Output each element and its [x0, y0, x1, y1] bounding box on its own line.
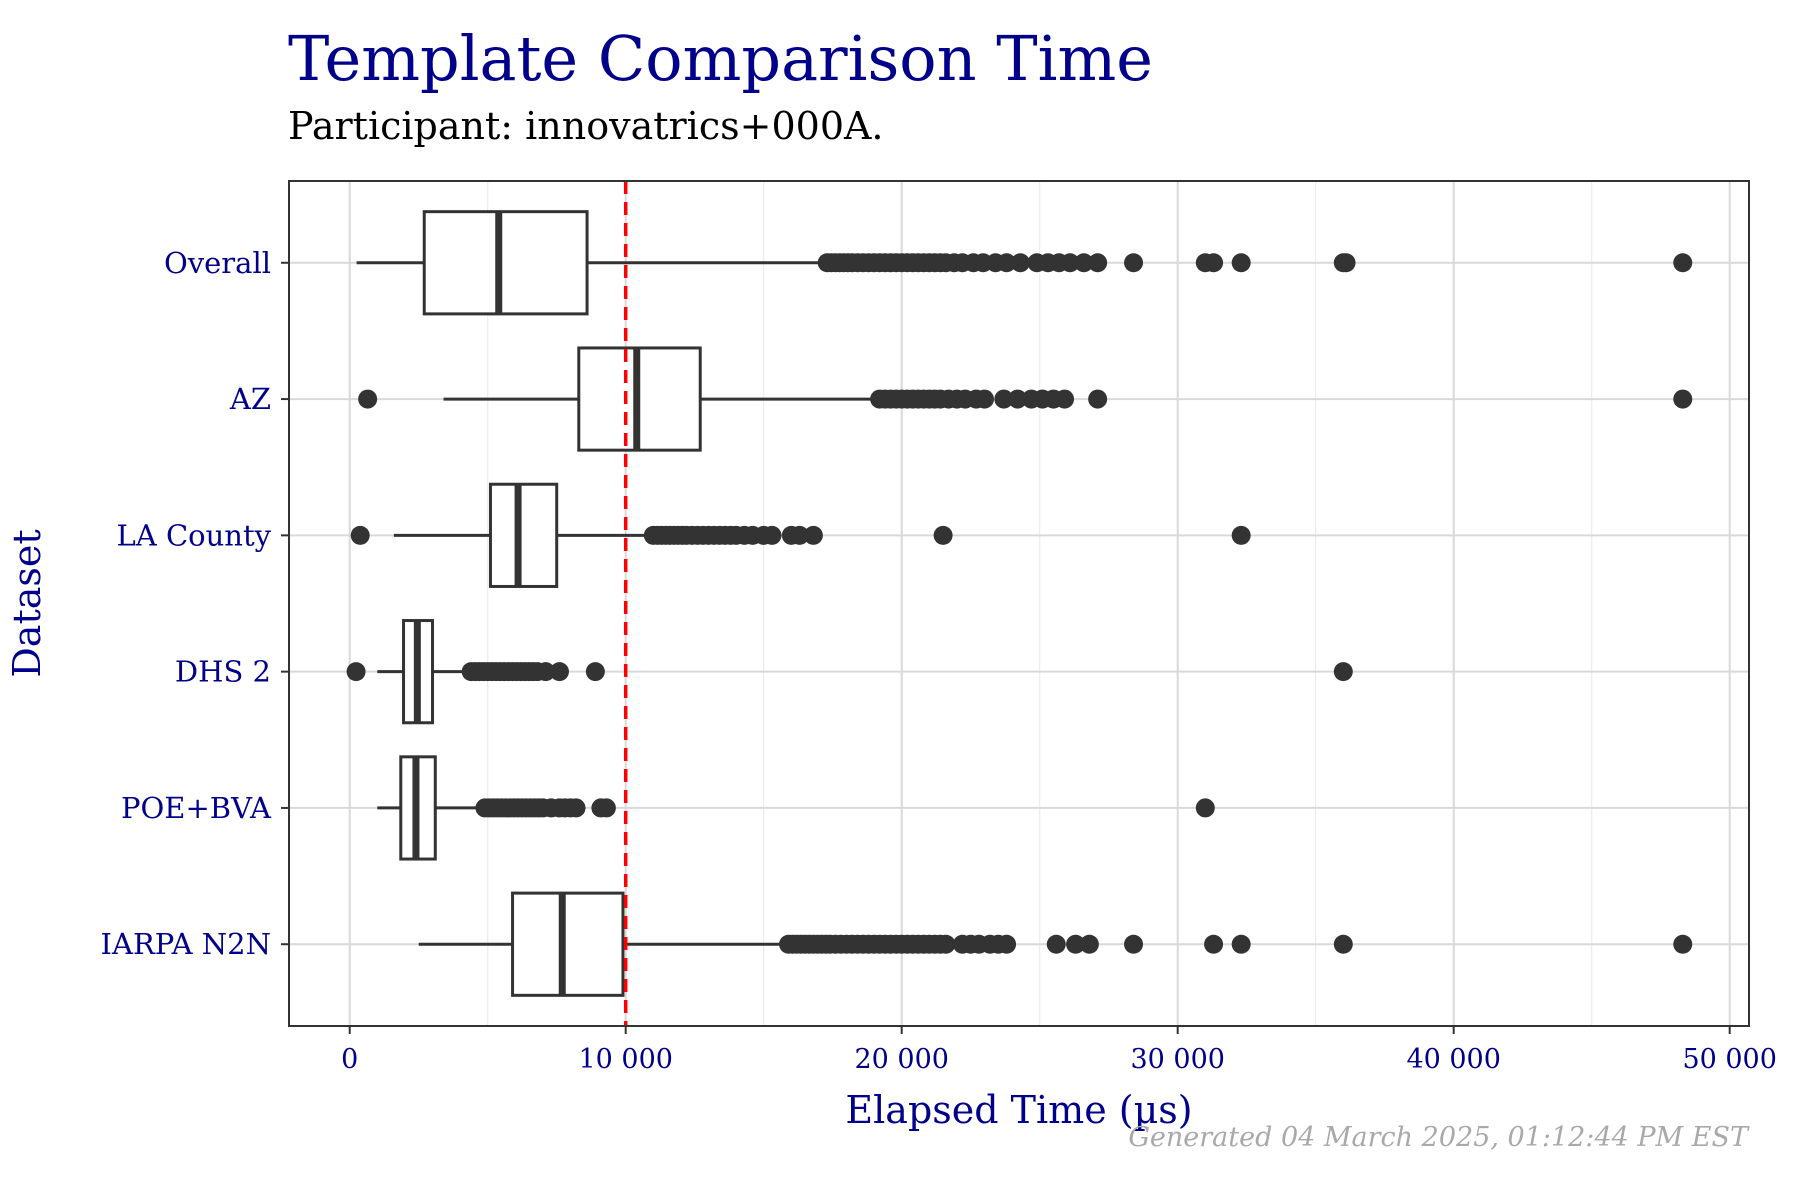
- outlier-point: [1336, 253, 1356, 273]
- outlier-point: [1333, 662, 1353, 682]
- axis-layer: 0 10 000 20 000 30 000 40 000 50 000 Overall AZ…: [101, 246, 1777, 1075]
- y-tick-label: POE+BVA: [121, 791, 272, 825]
- y-tick-label: IARPA N2N: [101, 927, 271, 961]
- outlier-point: [1088, 389, 1108, 409]
- chart-subtitle: Participant: innovatrics+000A.: [288, 104, 884, 148]
- x-tick-label: 10 000: [578, 1044, 672, 1075]
- outlier-point: [1231, 525, 1251, 545]
- box: [488, 482, 559, 588]
- outlier-point: [762, 525, 782, 545]
- outlier-point: [1124, 934, 1144, 954]
- outlier-point: [1673, 934, 1693, 954]
- outlier-point: [997, 253, 1017, 273]
- x-tick-label: 0: [341, 1044, 358, 1075]
- outlier-point: [1046, 934, 1066, 954]
- x-axis-title: Elapsed Time (µs): [845, 1088, 1192, 1132]
- outlier-point: [1010, 253, 1030, 273]
- box-layer: [346, 210, 1693, 997]
- outlier-point: [1124, 253, 1144, 273]
- x-tick-label: 30 000: [1130, 1044, 1224, 1075]
- outlier-point: [1079, 934, 1099, 954]
- box: [511, 891, 625, 997]
- plot-panel-border: [288, 180, 1750, 1027]
- outlier-point: [1231, 253, 1251, 273]
- outlier-point: [549, 662, 569, 682]
- outlier-point: [1088, 253, 1108, 273]
- outlier-point: [536, 662, 556, 682]
- outlier-point: [1066, 934, 1086, 954]
- outlier-point: [1204, 934, 1224, 954]
- outlier-point: [994, 389, 1014, 409]
- box: [422, 210, 589, 316]
- outlier-point: [566, 798, 586, 818]
- outlier-point: [997, 934, 1017, 954]
- outlier-point: [1074, 253, 1094, 273]
- outlier-point: [1195, 798, 1215, 818]
- y-tick-label: DHS 2: [175, 655, 271, 689]
- y-tick-label: Overall: [164, 246, 271, 280]
- outlier-point: [358, 389, 378, 409]
- y-tick-label: AZ: [229, 382, 271, 416]
- outlier-point: [933, 525, 953, 545]
- outlier-point: [1673, 389, 1693, 409]
- x-tick-label: 20 000: [854, 1044, 948, 1075]
- y-tick-label: LA County: [117, 518, 272, 552]
- outlier-point: [1231, 934, 1251, 954]
- outlier-point: [585, 662, 605, 682]
- outlier-point: [1673, 253, 1693, 273]
- y-axis-title: Dataset: [5, 529, 49, 677]
- outlier-point: [1060, 253, 1080, 273]
- outlier-point: [975, 389, 995, 409]
- outlier-point: [350, 525, 370, 545]
- outlier-point: [596, 798, 616, 818]
- generated-timestamp: Generated 04 March 2025, 01:12:44 PM EST: [1128, 1122, 1748, 1153]
- chart-title: Template Comparison Time: [288, 22, 1153, 95]
- x-tick-label: 40 000: [1406, 1044, 1500, 1075]
- outlier-point: [1055, 389, 1075, 409]
- outlier-point: [1008, 389, 1028, 409]
- x-tick-label: 50 000: [1682, 1044, 1776, 1075]
- outlier-point: [936, 934, 956, 954]
- outlier-point: [790, 525, 810, 545]
- outlier-point: [1204, 253, 1224, 273]
- outlier-point: [803, 525, 823, 545]
- outlier-point: [1333, 934, 1353, 954]
- outlier-point: [346, 662, 366, 682]
